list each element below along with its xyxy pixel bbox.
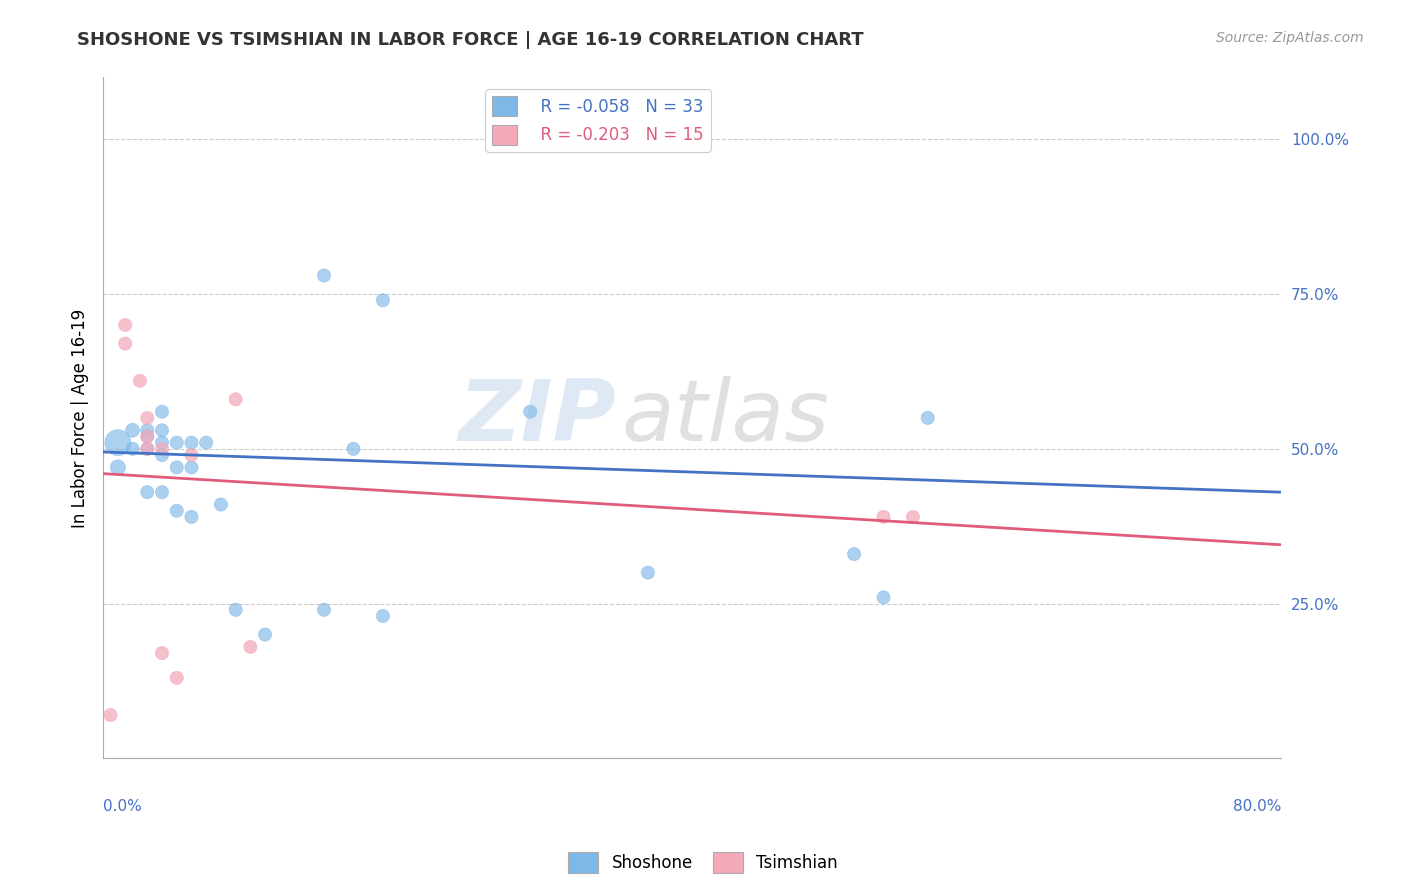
Point [312, 603, 335, 617]
Point [180, 448, 202, 462]
Point [180, 460, 202, 475]
Point [917, 410, 939, 425]
Point [136, 423, 159, 437]
Point [150, 442, 173, 456]
Point [114, 336, 136, 351]
Point [195, 435, 218, 450]
Point [637, 566, 659, 580]
Point [225, 603, 247, 617]
Point [901, 510, 924, 524]
Point [209, 498, 232, 512]
Point [150, 405, 173, 419]
Point [180, 435, 202, 450]
Point [100, 708, 122, 723]
Point [136, 442, 159, 456]
Point [872, 510, 894, 524]
Point [136, 442, 159, 456]
Point [519, 405, 541, 419]
Legend:   R = -0.058   N = 33,   R = -0.203   N = 15: R = -0.058 N = 33, R = -0.203 N = 15 [485, 89, 710, 152]
Point [371, 609, 394, 624]
Point [254, 627, 277, 641]
Point [166, 504, 188, 518]
Legend: Shoshone, Tsimshian: Shoshone, Tsimshian [561, 846, 845, 880]
Point [872, 591, 894, 605]
Point [136, 429, 159, 443]
Point [180, 510, 202, 524]
Point [166, 671, 188, 685]
Point [129, 374, 152, 388]
Point [312, 268, 335, 283]
Point [136, 429, 159, 443]
Point [239, 640, 262, 654]
Point [166, 435, 188, 450]
Point [150, 423, 173, 437]
Text: Source: ZipAtlas.com: Source: ZipAtlas.com [1216, 31, 1364, 45]
Text: atlas: atlas [621, 376, 830, 459]
Point [107, 460, 129, 475]
Point [225, 392, 247, 407]
Point [136, 485, 159, 500]
Y-axis label: In Labor Force | Age 16-19: In Labor Force | Age 16-19 [72, 309, 89, 527]
Point [121, 423, 143, 437]
Text: SHOSHONE VS TSIMSHIAN IN LABOR FORCE | AGE 16-19 CORRELATION CHART: SHOSHONE VS TSIMSHIAN IN LABOR FORCE | A… [77, 31, 863, 49]
Point [842, 547, 865, 561]
Point [150, 485, 173, 500]
Point [150, 435, 173, 450]
Point [114, 318, 136, 332]
Point [121, 442, 143, 456]
Point [107, 435, 129, 450]
Point [150, 448, 173, 462]
Text: ZIP: ZIP [458, 376, 616, 459]
Point [342, 442, 364, 456]
Point [166, 460, 188, 475]
Point [150, 646, 173, 660]
Point [371, 293, 394, 308]
Point [136, 410, 159, 425]
Text: 0.0%: 0.0% [103, 799, 142, 814]
Text: 80.0%: 80.0% [1233, 799, 1281, 814]
